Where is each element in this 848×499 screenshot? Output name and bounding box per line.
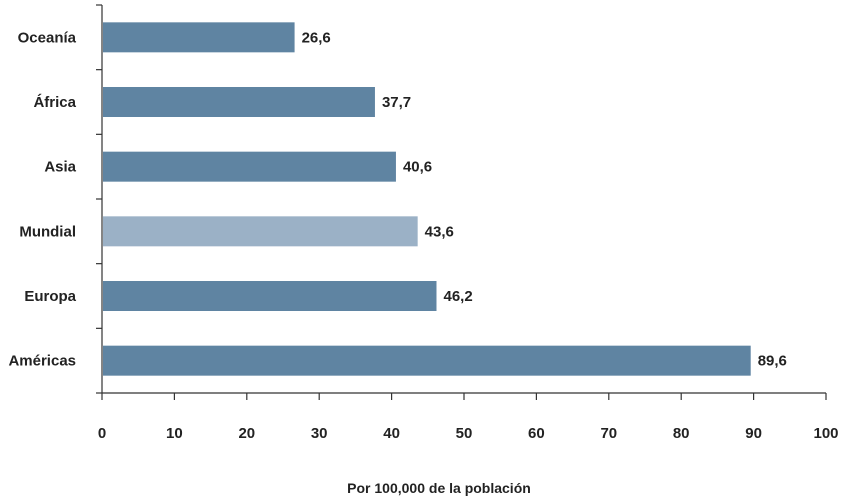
x-tick-label: 100	[813, 425, 838, 442]
x-tick-label: 20	[238, 425, 255, 442]
category-label: Oceanía	[18, 29, 77, 46]
data-label: 26,6	[302, 29, 331, 46]
bar-2	[103, 152, 396, 182]
category-label: Américas	[8, 353, 76, 370]
data-label: 46,2	[443, 288, 472, 305]
x-tick-label: 0	[98, 425, 106, 442]
x-tick-label: 90	[745, 425, 762, 442]
bar-3	[103, 216, 418, 246]
x-tick-label: 80	[673, 425, 690, 442]
bar-5	[103, 346, 751, 376]
data-label: 37,7	[382, 94, 411, 111]
x-tick-label: 50	[456, 425, 473, 442]
x-tick-label: 40	[383, 425, 400, 442]
category-label: Asia	[44, 159, 76, 176]
category-label: Mundial	[19, 223, 76, 240]
bar-4	[103, 281, 436, 311]
bar-1	[103, 87, 375, 117]
x-axis-title: Por 100,000 de la población	[347, 480, 531, 496]
category-label: África	[33, 94, 76, 111]
category-label: Europa	[24, 288, 76, 305]
x-tick-label: 70	[600, 425, 617, 442]
data-label: 89,6	[758, 353, 787, 370]
x-tick-label: 10	[166, 425, 183, 442]
bar-0	[103, 22, 295, 52]
data-label: 40,6	[403, 159, 432, 176]
data-label: 43,6	[425, 223, 454, 240]
x-tick-label: 30	[311, 425, 328, 442]
x-tick-label: 60	[528, 425, 545, 442]
